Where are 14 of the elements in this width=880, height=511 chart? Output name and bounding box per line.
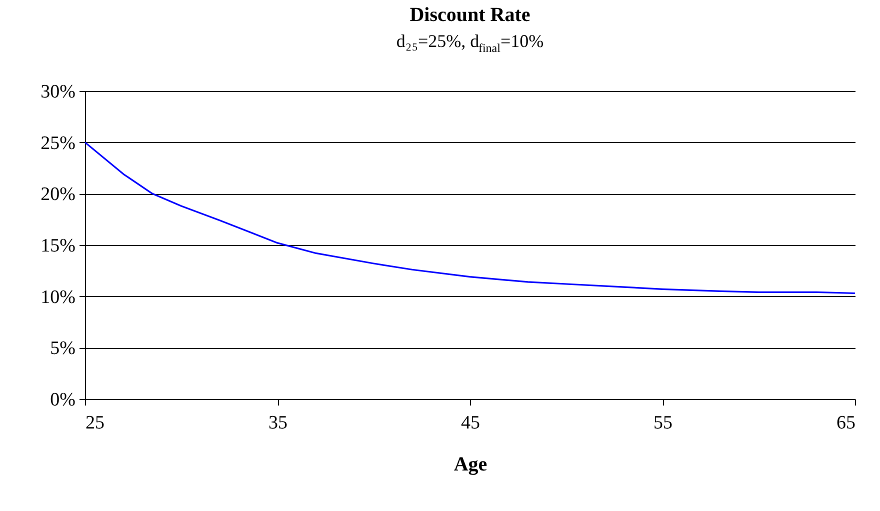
x-tick-label: 45 xyxy=(461,412,480,434)
x-tick-label: 35 xyxy=(268,412,288,434)
x-tick-label: 65 xyxy=(836,412,856,434)
y-tick-label: 25% xyxy=(40,132,76,154)
y-tick-label: 20% xyxy=(40,184,76,206)
y-tick-label: 5% xyxy=(50,338,76,360)
y-tick-label: 30% xyxy=(40,82,76,102)
x-tick-label: 25 xyxy=(86,412,104,434)
y-tick-label: 15% xyxy=(40,236,76,256)
y-tick-label: 0% xyxy=(50,390,76,410)
x-axis-title: Age xyxy=(454,454,488,476)
y-tick-label: 10% xyxy=(40,286,76,308)
x-tick-label: 55 xyxy=(654,412,672,434)
chart-title: Discount Rate xyxy=(410,4,530,26)
